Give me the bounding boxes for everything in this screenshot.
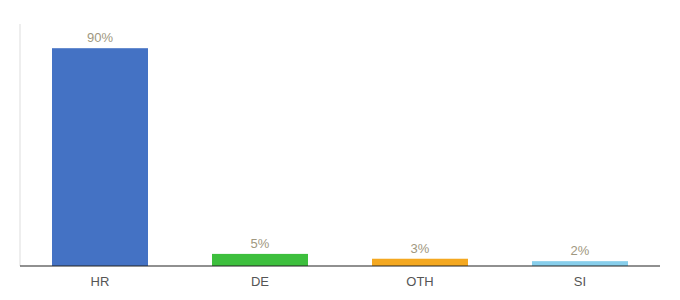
data-label: 5% — [251, 236, 270, 251]
bar — [372, 259, 468, 266]
data-label: 2% — [571, 243, 590, 258]
bars — [52, 48, 628, 266]
bar — [212, 254, 308, 266]
chart-container: 90% 5% 3% 2% HR DE OTH SI — [0, 0, 680, 300]
y-axis-line — [20, 24, 21, 266]
bar — [532, 261, 628, 266]
labels: 90% 5% 3% 2% — [87, 30, 590, 258]
x-tick-label: SI — [574, 274, 586, 289]
x-tick-label: OTH — [406, 274, 433, 289]
x-tick-label: HR — [91, 274, 110, 289]
bar — [52, 48, 148, 266]
x-axis-line — [20, 265, 660, 266]
data-label: 90% — [87, 30, 113, 45]
x-tick-label: DE — [251, 274, 269, 289]
data-label: 3% — [411, 241, 430, 256]
chart-svg: 90% 5% 3% 2% HR DE OTH SI — [0, 0, 680, 300]
